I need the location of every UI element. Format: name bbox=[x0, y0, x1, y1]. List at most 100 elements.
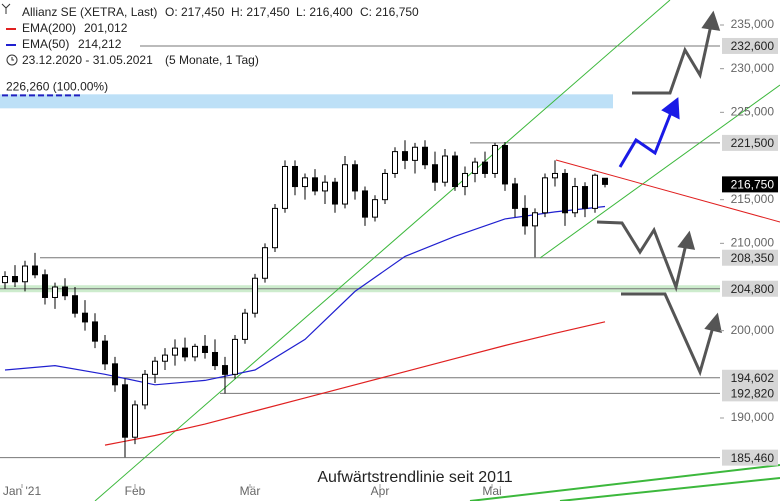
y-tick-label: 225,000 bbox=[731, 105, 775, 119]
labels: 232,600 221,500 208,350 204,800 194,602 192,8… bbox=[3, 17, 778, 498]
candle-body bbox=[192, 345, 198, 358]
candle-body bbox=[532, 212, 538, 227]
candle-body bbox=[582, 186, 588, 209]
level-box bbox=[722, 249, 778, 266]
ohlc-label: O: 217,450 bbox=[165, 5, 225, 19]
level-box bbox=[722, 369, 778, 386]
level-box bbox=[722, 134, 778, 151]
candle-body bbox=[462, 172, 468, 188]
arrowhead bbox=[701, 10, 721, 31]
level-label: 208,350 bbox=[731, 251, 775, 265]
candle-body bbox=[12, 276, 18, 283]
candle-body bbox=[2, 276, 8, 284]
candle-body bbox=[202, 345, 208, 353]
interval: (5 Monate, 1 Tag) bbox=[165, 53, 259, 67]
candle-body bbox=[152, 360, 158, 375]
candle-body bbox=[422, 146, 428, 166]
candle-body bbox=[232, 338, 238, 375]
legend-name: EMA(200) bbox=[22, 21, 76, 35]
candle-body bbox=[52, 286, 58, 298]
legend-value: 201,012 bbox=[84, 21, 128, 35]
candle-body bbox=[112, 363, 118, 386]
candle-body bbox=[592, 174, 598, 209]
level-label: 185,460 bbox=[731, 451, 775, 465]
title: Allianz SE (XETRA, Last) bbox=[22, 5, 157, 19]
candle-body bbox=[92, 321, 98, 342]
candle-body bbox=[312, 177, 318, 192]
ema-line bbox=[4, 205, 606, 386]
x-tick-label: Feb bbox=[125, 484, 146, 498]
candle-body bbox=[132, 404, 138, 438]
level-label: 192,820 bbox=[731, 387, 775, 401]
arrowhead bbox=[677, 230, 696, 250]
level-label: 221,500 bbox=[731, 136, 775, 150]
arrowhead bbox=[661, 97, 680, 120]
resistance-line bbox=[555, 159, 780, 223]
candle-body bbox=[162, 354, 168, 362]
candle-body bbox=[302, 177, 308, 188]
candle-body bbox=[332, 181, 338, 205]
ema-line bbox=[104, 321, 606, 446]
ohlc-label: H: 217,450 bbox=[231, 5, 290, 19]
candle-body bbox=[242, 312, 248, 340]
candle-body bbox=[82, 312, 88, 323]
candle-body bbox=[452, 155, 458, 188]
y-tick-label: 190,000 bbox=[731, 410, 775, 424]
fib-band bbox=[0, 94, 613, 109]
x-tick-label: Mär bbox=[240, 484, 261, 498]
candle-body bbox=[122, 384, 128, 438]
candle-body bbox=[222, 365, 228, 375]
candle-body bbox=[62, 286, 68, 297]
candle-body bbox=[72, 295, 78, 314]
x-tick-label: Mai bbox=[482, 484, 501, 498]
candle-body bbox=[502, 145, 508, 185]
scenario-arrows bbox=[596, 10, 722, 377]
x-tick-label: Apr bbox=[371, 484, 390, 498]
candle-body bbox=[482, 161, 488, 174]
last-price-label: 216,750 bbox=[731, 178, 775, 192]
y-tick-label: 230,000 bbox=[731, 61, 775, 75]
icon bbox=[1, 3, 11, 14]
candle-body bbox=[402, 151, 408, 161]
y-tick-label: 200,000 bbox=[731, 323, 775, 337]
clock-icon bbox=[6, 54, 18, 66]
y-tick-label: 235,000 bbox=[731, 17, 775, 31]
level-label: 204,800 bbox=[731, 282, 775, 296]
candle-body bbox=[382, 172, 388, 201]
header: Allianz SE (XETRA, Last) O: 217,450 H: 2… bbox=[1, 3, 419, 67]
clock-hand bbox=[11, 57, 14, 61]
candle-body bbox=[362, 190, 368, 218]
legend-value: 214,212 bbox=[78, 37, 122, 51]
candle-body bbox=[262, 247, 268, 279]
fib-label: 226,260 (100.00%) bbox=[6, 80, 108, 94]
arrowhead bbox=[704, 312, 722, 333]
candle-body bbox=[272, 207, 278, 249]
level-label: 194,602 bbox=[731, 371, 775, 385]
candle-body bbox=[342, 164, 348, 205]
candle-body bbox=[182, 347, 188, 358]
trend-line bbox=[94, 0, 671, 501]
candle-body bbox=[442, 155, 448, 183]
candle-body bbox=[522, 207, 528, 227]
candle-body bbox=[602, 177, 608, 185]
trend-line bbox=[559, 477, 780, 501]
annotation: Aufwärtstrendlinie seit 2011 bbox=[317, 469, 512, 486]
candle-body bbox=[172, 347, 178, 356]
y-tick-label: 215,000 bbox=[731, 192, 775, 206]
candle-body bbox=[552, 172, 558, 179]
y-tick-label: 210,000 bbox=[731, 235, 775, 249]
trend-line bbox=[539, 84, 780, 259]
candle-body bbox=[372, 199, 378, 218]
candle-body bbox=[562, 172, 568, 214]
candle-body bbox=[432, 164, 438, 183]
period: 23.12.2020 - 31.05.2021 bbox=[22, 53, 153, 67]
level-box bbox=[722, 385, 778, 402]
candle-body bbox=[412, 146, 418, 161]
candle-body bbox=[322, 181, 328, 192]
x-tick-label: Jan '21 bbox=[3, 484, 42, 498]
candle-body bbox=[472, 161, 478, 174]
candle-body bbox=[42, 274, 48, 298]
candle-body bbox=[542, 177, 548, 214]
ohlc-label: L: 216,400 bbox=[296, 5, 353, 19]
